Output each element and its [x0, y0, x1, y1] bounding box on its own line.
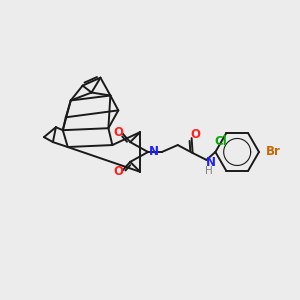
Text: Br: Br [266, 146, 280, 158]
Text: Cl: Cl [214, 134, 227, 148]
Text: N: N [206, 156, 215, 170]
Text: H: H [205, 166, 212, 176]
Text: O: O [190, 128, 201, 141]
Text: O: O [113, 126, 123, 139]
Text: O: O [113, 165, 123, 178]
Text: N: N [149, 146, 159, 158]
